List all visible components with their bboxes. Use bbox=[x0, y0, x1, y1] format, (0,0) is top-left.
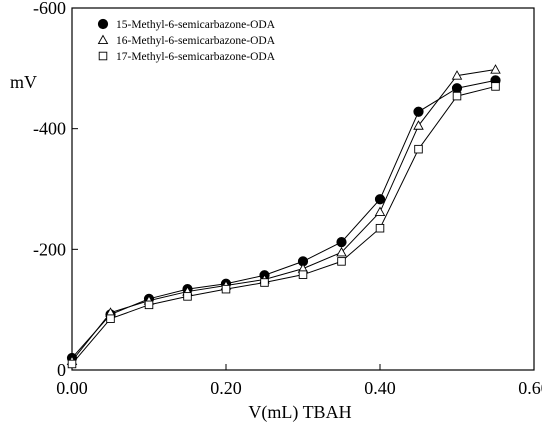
data-point bbox=[490, 64, 501, 74]
data-point bbox=[413, 120, 424, 130]
series-line bbox=[71, 79, 496, 359]
data-point bbox=[451, 70, 463, 80]
data-point bbox=[337, 257, 346, 266]
data-point bbox=[375, 223, 385, 233]
data-point bbox=[374, 194, 386, 205]
legend-label: 17-Methyl-6-semicarbazone-ODA bbox=[116, 51, 276, 63]
y-axis: 0 -200 -400 -600 bbox=[33, 0, 78, 380]
y-tick-label: -400 bbox=[33, 119, 66, 139]
y-tick-label: -600 bbox=[33, 0, 66, 18]
data-point bbox=[413, 106, 424, 117]
series-layer bbox=[66, 64, 501, 369]
series-line bbox=[71, 85, 496, 365]
x-axis: 0.00 0.20 0.40 0.60 bbox=[56, 364, 542, 398]
series-3 bbox=[67, 82, 500, 369]
data-point bbox=[183, 292, 192, 301]
data-point bbox=[260, 278, 269, 287]
data-point bbox=[144, 300, 154, 310]
y-tick-label: -200 bbox=[33, 239, 66, 259]
data-point bbox=[374, 206, 386, 216]
legend-marker bbox=[97, 18, 109, 30]
x-axis-label: V(mL) TBAH bbox=[248, 402, 351, 423]
data-point bbox=[298, 270, 308, 279]
legend-marker bbox=[98, 51, 108, 61]
legend-label: 15-Methyl-6-semicarbazone-ODA bbox=[116, 19, 276, 31]
data-point bbox=[451, 83, 463, 94]
legend-label: 16-Methyl-6-semicarbazone-ODA bbox=[116, 35, 276, 47]
x-tick-label: 0.40 bbox=[364, 378, 396, 398]
data-point bbox=[106, 314, 115, 323]
x-tick-label: 0.00 bbox=[56, 378, 88, 398]
data-point bbox=[491, 82, 500, 91]
data-point bbox=[67, 359, 77, 369]
series-2 bbox=[66, 64, 501, 365]
series-line bbox=[71, 69, 496, 362]
y-tick-label: 0 bbox=[57, 360, 66, 380]
x-tick-label: 0.60 bbox=[518, 378, 542, 398]
data-point bbox=[452, 91, 462, 101]
data-point bbox=[336, 246, 347, 257]
legend: 15-Methyl-6-semicarbazone-ODA 16-Methyl-6… bbox=[97, 18, 276, 63]
series-1 bbox=[66, 75, 501, 364]
y-axis-label: mV bbox=[10, 72, 37, 92]
data-point bbox=[336, 236, 347, 248]
x-tick-label: 0.20 bbox=[210, 378, 242, 398]
data-point bbox=[221, 284, 231, 294]
plot-frame bbox=[71, 7, 535, 371]
data-point bbox=[414, 144, 423, 154]
legend-marker bbox=[97, 34, 109, 45]
